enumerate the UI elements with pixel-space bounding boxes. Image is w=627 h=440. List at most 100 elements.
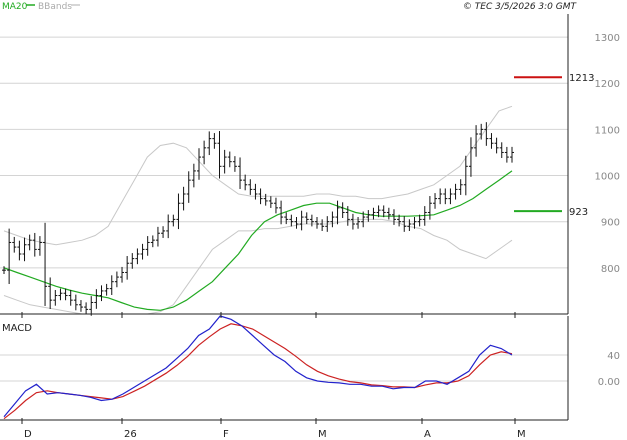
ohlc-bar bbox=[207, 131, 212, 156]
ohlc-bar bbox=[22, 237, 27, 262]
x-tick-label: M bbox=[517, 429, 526, 440]
ohlc-bar bbox=[120, 266, 125, 283]
ohlc-bar bbox=[222, 149, 227, 174]
ohlc-bar bbox=[402, 216, 407, 232]
ohlc-bar bbox=[145, 236, 150, 256]
ohlc-bar bbox=[171, 214, 176, 227]
ohlc-bar bbox=[63, 288, 68, 301]
macd-line bbox=[3, 315, 513, 418]
ohlc-bar bbox=[284, 212, 289, 225]
ohlc-bar bbox=[386, 207, 391, 220]
ohlc-bar bbox=[161, 226, 166, 238]
ohlc-bar bbox=[443, 188, 448, 205]
price-levels: 1213 923 bbox=[514, 73, 594, 218]
ohlc-bar bbox=[438, 188, 443, 205]
ohlc-bar bbox=[330, 211, 335, 228]
ma20-polyline bbox=[3, 170, 513, 311]
ohlc-bar bbox=[114, 271, 119, 288]
macd-y-tick-label: 40 bbox=[607, 351, 620, 362]
ohlc-bar bbox=[335, 200, 340, 225]
ohlc-bar bbox=[463, 155, 468, 196]
ohlc-bar bbox=[397, 214, 402, 227]
ohlc-bar bbox=[238, 157, 243, 190]
ohlc-bar bbox=[350, 213, 355, 230]
ohlc-bar bbox=[468, 137, 473, 177]
price-panel: 1213 923 800 900 1000 1100 1200 1300 bbox=[0, 14, 620, 316]
ohlc-bar bbox=[366, 210, 371, 222]
ohlc-bar bbox=[258, 188, 263, 205]
ohlc-bar bbox=[84, 302, 89, 315]
ohlc-bar bbox=[43, 222, 48, 306]
macd-y-axis: 0.00 40 bbox=[598, 351, 620, 388]
ohlc-bar bbox=[407, 219, 412, 232]
ohlc-bar bbox=[99, 285, 104, 302]
ohlc-bar bbox=[130, 253, 135, 269]
ohlc-bar bbox=[345, 206, 350, 226]
ohlc-bar bbox=[78, 300, 83, 312]
ohlc-bar bbox=[58, 288, 63, 301]
ohlc-bar bbox=[125, 256, 130, 280]
macd-grid bbox=[0, 354, 568, 382]
ohlc-bar bbox=[391, 209, 396, 225]
legend-ma20: MA20 bbox=[2, 2, 28, 12]
ohlc-bar bbox=[104, 283, 109, 296]
macd-title: MACD bbox=[2, 323, 32, 334]
ohlc-bar bbox=[320, 219, 325, 232]
x-tick-label: A bbox=[424, 429, 431, 440]
price-y-tick-label: 800 bbox=[601, 264, 620, 275]
price-grid bbox=[0, 36, 568, 269]
x-tick-label: D bbox=[24, 429, 32, 440]
ohlc-bar bbox=[27, 234, 32, 251]
ohlc-bar bbox=[294, 216, 299, 229]
ohlc-bar bbox=[135, 248, 140, 265]
price-bars bbox=[2, 122, 514, 316]
ohlc-bar bbox=[32, 232, 37, 257]
ohlc-bar bbox=[263, 193, 268, 206]
macd-signal-line bbox=[3, 323, 513, 420]
ohlc-bar bbox=[227, 151, 232, 168]
copyright-timestamp: © TEC 3/5/2026 3:0 GMT bbox=[463, 2, 578, 12]
bbands-upper bbox=[3, 105, 513, 246]
ohlc-bar bbox=[232, 156, 237, 172]
ohlc-bar bbox=[273, 197, 278, 214]
ohlc-bar bbox=[155, 226, 160, 247]
ohlc-bar bbox=[299, 210, 304, 231]
ohlc-bar bbox=[371, 207, 376, 220]
ohlc-bar bbox=[191, 163, 196, 188]
ohlc-bar bbox=[73, 294, 78, 311]
ohlc-bar bbox=[433, 193, 438, 209]
ohlc-bar bbox=[489, 133, 494, 149]
ohlc-bar bbox=[499, 142, 504, 158]
ohlc-bar bbox=[150, 235, 155, 248]
x-tick-label: F bbox=[223, 429, 229, 440]
ohlc-bar bbox=[268, 196, 273, 208]
ohlc-bar bbox=[17, 240, 22, 261]
price-y-tick-label: 1100 bbox=[595, 125, 620, 136]
ohlc-bar bbox=[376, 205, 381, 218]
ohlc-bar bbox=[186, 171, 191, 203]
ohlc-bar bbox=[484, 122, 489, 146]
ohlc-bar bbox=[309, 214, 314, 227]
resistance-level-label: 1213 bbox=[569, 73, 594, 84]
ohlc-bar bbox=[166, 214, 171, 239]
ohlc-bar bbox=[412, 216, 417, 229]
ohlc-bar bbox=[140, 243, 145, 260]
ohlc-bar bbox=[453, 183, 458, 200]
ohlc-bar bbox=[417, 214, 422, 227]
x-tick-label: 26 bbox=[124, 429, 137, 440]
ohlc-bar bbox=[181, 186, 186, 211]
ohlc-bar bbox=[48, 277, 53, 310]
ohlc-bar bbox=[458, 179, 463, 195]
ohlc-bar bbox=[474, 125, 479, 157]
price-y-tick-label: 1300 bbox=[595, 33, 620, 44]
ohlc-bar bbox=[2, 266, 6, 275]
ohlc-bar bbox=[427, 196, 432, 220]
ohlc-bar bbox=[361, 211, 366, 228]
ohlc-bar bbox=[176, 193, 181, 230]
price-y-tick-label: 1000 bbox=[595, 172, 620, 183]
ohlc-bar bbox=[243, 174, 248, 191]
ohlc-bar bbox=[448, 188, 453, 205]
ohlc-bar bbox=[422, 206, 427, 226]
ohlc-bar bbox=[53, 290, 58, 306]
ohlc-bar bbox=[279, 200, 284, 225]
